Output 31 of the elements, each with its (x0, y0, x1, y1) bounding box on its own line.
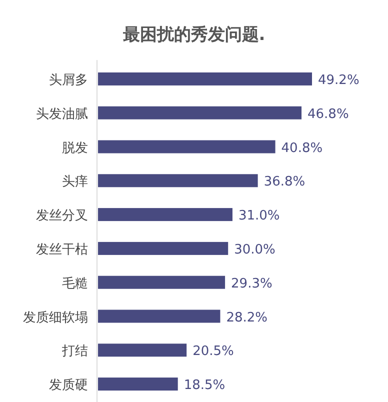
y-tick-label: 头发油腻 (36, 106, 88, 122)
data-label: 40.8% (281, 140, 323, 156)
bar (98, 344, 187, 357)
data-label: 29.3% (231, 276, 272, 292)
y-tick-label: 打结 (61, 344, 88, 360)
data-label: 31.0% (238, 208, 280, 224)
y-tick-label: 毛糙 (62, 276, 88, 292)
data-label: 28.2% (226, 310, 268, 326)
data-label: 36.8% (264, 174, 306, 190)
bar (98, 378, 178, 391)
y-tick-label: 发质硬 (49, 378, 88, 394)
bar (98, 310, 220, 323)
data-label: 30.0% (234, 242, 276, 258)
chart-title: 最困扰的秀发问题. (122, 25, 266, 45)
y-tick-label: 发质细软塌 (23, 310, 88, 326)
y-tick-label: 发丝干枯 (36, 242, 88, 258)
data-label: 20.5% (192, 344, 234, 360)
data-label: 46.8% (308, 106, 349, 122)
y-tick-label: 脱发 (62, 140, 88, 156)
y-tick-label: 头屑多 (49, 72, 88, 88)
bar (98, 106, 302, 120)
bar (98, 174, 258, 188)
bar (98, 208, 232, 222)
bar (98, 242, 228, 255)
bar (98, 276, 226, 289)
data-label: 49.2% (318, 72, 360, 88)
data-label: 18.5% (184, 378, 226, 394)
y-tick-label: 发丝分叉 (36, 208, 88, 224)
bar (98, 72, 312, 86)
bar (98, 140, 276, 154)
y-tick-label: 头痒 (62, 174, 88, 190)
